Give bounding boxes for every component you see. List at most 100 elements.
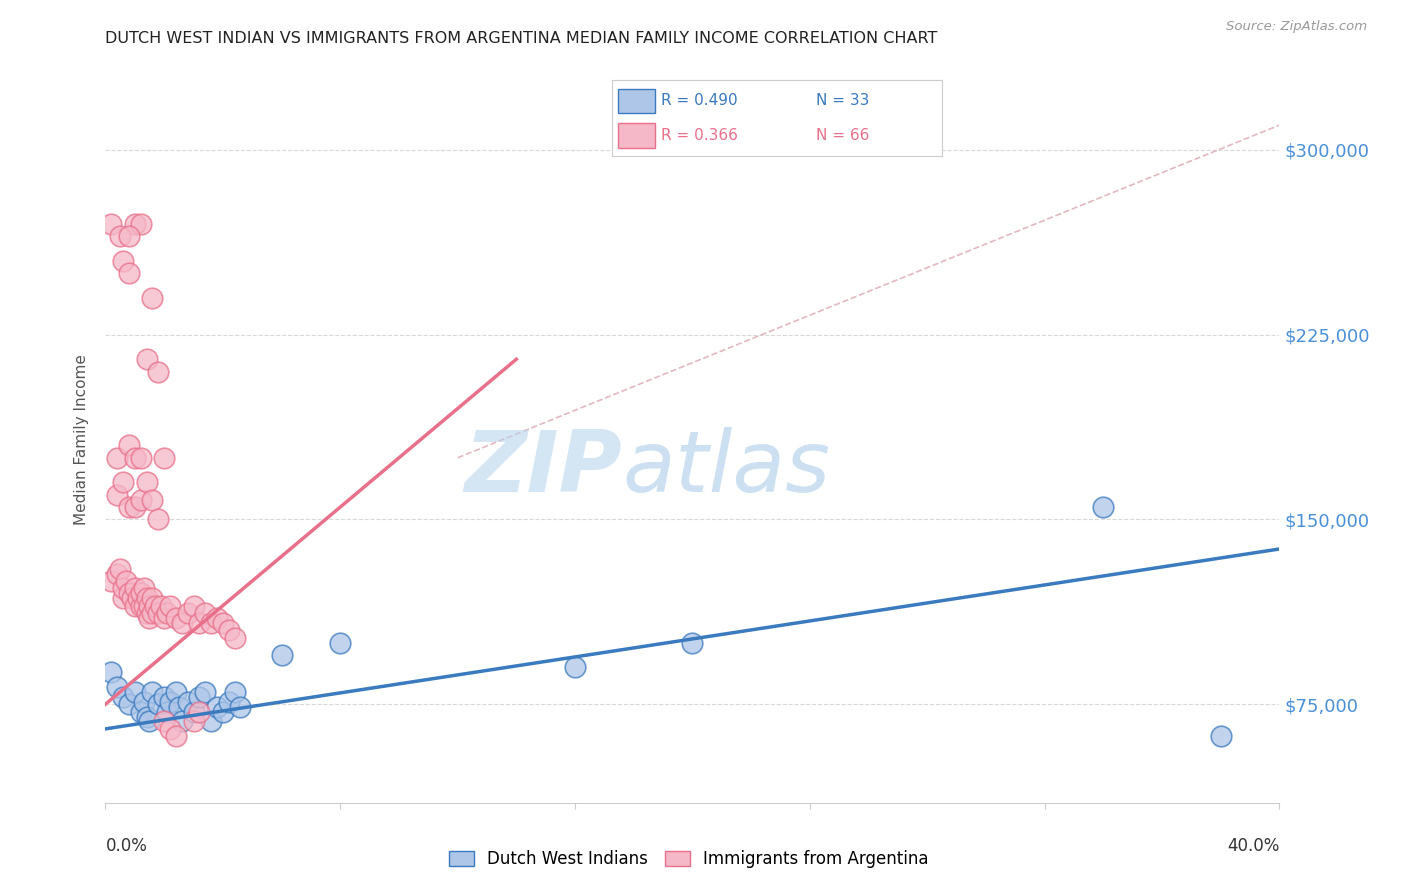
Point [141, 606, 163, 620]
Point [176, 695, 198, 709]
Point [129, 599, 152, 613]
Point [135, 475, 157, 490]
Point [150, 599, 173, 613]
Point [135, 591, 157, 606]
Point [1092, 500, 1115, 514]
Point [141, 685, 163, 699]
Point [118, 586, 141, 600]
Text: DUTCH WEST INDIAN VS IMMIGRANTS FROM ARGENTINA MEDIAN FAMILY INCOME CORRELATION : DUTCH WEST INDIAN VS IMMIGRANTS FROM ARG… [105, 31, 938, 46]
Point [200, 615, 222, 630]
Point [124, 450, 146, 465]
Point [170, 714, 193, 729]
Point [165, 611, 187, 625]
Point [124, 599, 146, 613]
Point [118, 266, 141, 280]
Point [138, 599, 160, 613]
Point [183, 705, 205, 719]
Text: N = 33: N = 33 [817, 94, 870, 108]
Point [138, 611, 160, 625]
Point [132, 599, 155, 613]
Point [205, 611, 228, 625]
Point [156, 705, 179, 719]
Point [188, 615, 211, 630]
Text: R = 0.490: R = 0.490 [661, 94, 738, 108]
Point [138, 714, 160, 729]
Point [564, 660, 586, 674]
Point [127, 591, 149, 606]
Y-axis label: Median Family Income: Median Family Income [75, 354, 90, 524]
Point [159, 695, 181, 709]
Point [682, 635, 704, 649]
Point [194, 685, 217, 699]
Text: N = 66: N = 66 [817, 128, 870, 143]
Point [124, 582, 146, 596]
Text: 0.0%: 0.0% [105, 837, 148, 855]
Point [167, 699, 190, 714]
Point [129, 492, 152, 507]
Point [153, 450, 176, 465]
Point [141, 291, 163, 305]
Point [105, 566, 128, 581]
Point [124, 500, 146, 514]
Point [165, 685, 187, 699]
Point [200, 714, 222, 729]
Point [108, 229, 131, 244]
Point [148, 512, 170, 526]
Point [118, 229, 141, 244]
Point [153, 690, 176, 704]
Point [112, 253, 135, 268]
Point [211, 705, 233, 719]
Point [156, 606, 179, 620]
Point [132, 582, 155, 596]
Point [112, 582, 135, 596]
Point [100, 665, 122, 680]
Point [129, 705, 152, 719]
Point [135, 352, 157, 367]
Point [205, 699, 228, 714]
Point [148, 697, 170, 711]
Point [118, 697, 141, 711]
Point [159, 599, 181, 613]
Point [218, 695, 240, 709]
Point [229, 699, 252, 714]
Point [329, 635, 352, 649]
Point [132, 695, 155, 709]
Point [224, 685, 246, 699]
Point [129, 586, 152, 600]
Point [135, 606, 157, 620]
Point [108, 562, 131, 576]
Point [170, 615, 193, 630]
Point [121, 591, 143, 606]
Point [129, 450, 152, 465]
Point [129, 217, 152, 231]
Point [153, 714, 176, 729]
Point [143, 599, 166, 613]
Point [115, 574, 138, 588]
Point [148, 365, 170, 379]
Point [112, 475, 135, 490]
Point [124, 217, 146, 231]
Text: ZIP: ZIP [464, 427, 621, 510]
Text: R = 0.366: R = 0.366 [661, 128, 738, 143]
FancyBboxPatch shape [619, 88, 655, 113]
Point [135, 709, 157, 723]
Point [105, 450, 128, 465]
Text: 40.0%: 40.0% [1227, 837, 1279, 855]
Point [100, 574, 122, 588]
Legend: Dutch West Indians, Immigrants from Argentina: Dutch West Indians, Immigrants from Arge… [443, 844, 935, 875]
Point [153, 611, 176, 625]
Point [194, 606, 217, 620]
Point [211, 615, 233, 630]
Point [118, 438, 141, 452]
Text: atlas: atlas [621, 427, 830, 510]
Text: Source: ZipAtlas.com: Source: ZipAtlas.com [1226, 20, 1367, 33]
Point [159, 722, 181, 736]
Point [183, 714, 205, 729]
Point [112, 690, 135, 704]
Point [176, 606, 198, 620]
FancyBboxPatch shape [619, 123, 655, 148]
Point [270, 648, 292, 662]
Point [141, 591, 163, 606]
Point [165, 729, 187, 743]
Point [100, 217, 122, 231]
